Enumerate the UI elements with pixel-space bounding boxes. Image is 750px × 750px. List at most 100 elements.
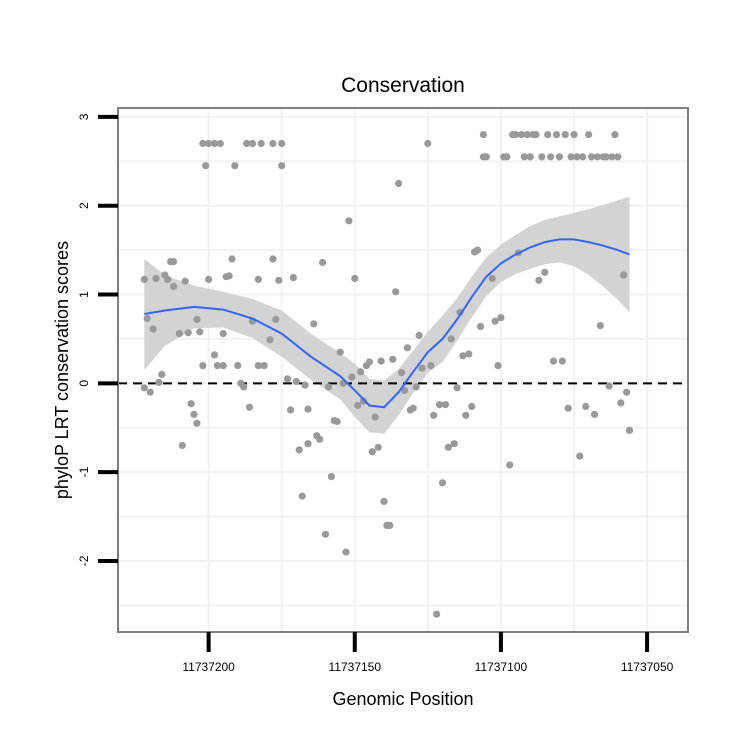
data-point [564,404,572,412]
data-point [596,322,604,330]
data-point [620,271,628,279]
data-point [342,548,350,556]
data-point [240,383,248,391]
data-point [593,153,602,161]
data-point [535,276,543,284]
data-point [438,479,447,487]
data-point [462,411,470,419]
data-point [210,351,219,359]
data-point [517,131,526,139]
data-point [473,246,482,254]
data-point [459,352,467,360]
y-axis: -2 -1 0 1 2 3 [77,113,118,566]
data-point [272,315,280,323]
data-point [585,131,593,139]
data-point [181,277,189,285]
smooth-fit-line [144,238,630,409]
data-point [228,255,236,263]
data-point [196,328,204,336]
data-point [561,131,569,139]
data-point [617,399,625,407]
data-point [216,139,224,148]
data-point [582,402,590,410]
data-point [310,320,318,328]
data-point [169,258,178,266]
data-point [205,139,213,148]
data-point [441,401,449,409]
data-point [289,274,297,282]
data-point [468,402,476,410]
data-point [348,373,356,381]
data-point [304,440,312,448]
data-point [359,397,368,405]
x-tick-label: 11737100 [475,660,528,674]
y-tick-label: 1 [77,291,91,298]
data-point [555,153,564,161]
data-point [257,139,265,148]
data-point [377,357,385,365]
data-point [190,410,198,418]
data-point [327,473,335,481]
data-point [158,370,166,378]
data-point [549,357,558,365]
data-point [266,336,274,344]
data-point [623,388,631,396]
data-point [254,275,262,283]
data-point [149,325,157,333]
data-point [357,368,365,376]
data-point [234,362,242,370]
chart-title: Conservation [341,74,465,97]
data-point [248,139,257,148]
data-point [579,153,587,161]
data-point [219,362,227,370]
data-point [412,383,420,391]
x-tick-label: 11737200 [182,660,235,674]
data-point [392,288,400,296]
data-point [380,497,388,505]
data-point [374,443,382,451]
data-point [511,131,520,139]
data-point [143,314,151,323]
data-point [245,403,254,411]
data-point [205,275,213,283]
data-point [175,330,183,338]
data-point [547,153,555,161]
data-point [225,272,233,280]
data-point [351,274,359,283]
data-point [140,384,148,392]
data-point [453,384,461,392]
data-point [254,362,262,370]
data-point [243,139,251,148]
data-point [278,139,286,148]
data-point [371,413,379,421]
data-point [397,369,406,377]
data-point [213,362,221,370]
data-point [278,162,286,170]
grid-lines [118,108,688,632]
data-point [526,153,534,161]
y-tick-label: -2 [77,555,91,566]
data-point [386,521,394,530]
data-point [605,382,613,390]
data-point [187,400,195,408]
y-axis-title: phyloP LRT conservation scores [52,241,72,499]
data-point [602,153,610,161]
data-point [400,386,409,394]
data-point [418,364,426,372]
data-point [169,282,178,291]
data-point [614,153,622,161]
data-point [193,419,201,427]
data-point [219,330,227,338]
data-point [447,335,455,343]
data-point [506,461,514,469]
data-point [576,452,584,460]
data-point [295,446,303,454]
data-point [494,362,502,370]
data-point [275,276,283,284]
data-point [283,375,292,383]
data-point [292,377,300,386]
data-point [368,448,376,456]
data-point [409,404,417,412]
data-point [538,153,546,161]
data-point [415,331,423,339]
